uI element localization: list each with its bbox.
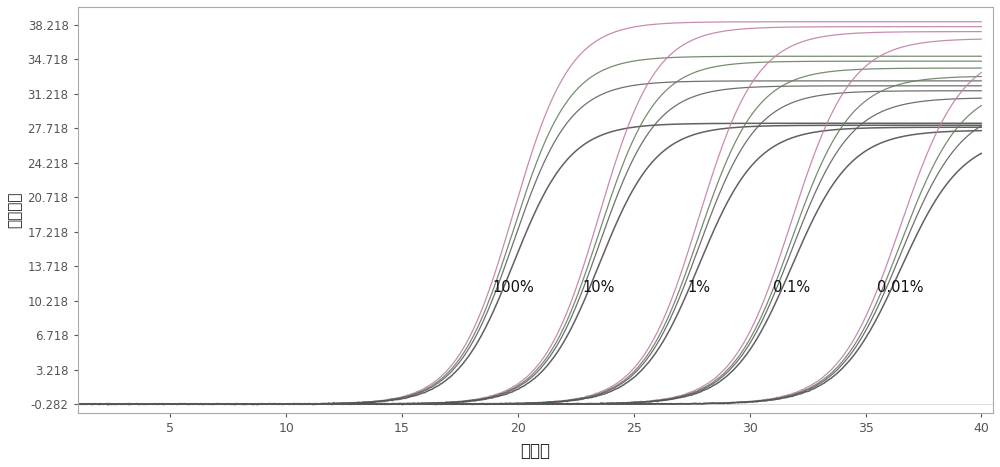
Text: 0.01%: 0.01% [877, 280, 924, 295]
Y-axis label: 荧光信号: 荧光信号 [7, 192, 22, 228]
X-axis label: 循环数: 循环数 [520, 442, 550, 460]
Text: 100%: 100% [492, 280, 534, 295]
Text: 1%: 1% [687, 280, 710, 295]
Text: 10%: 10% [583, 280, 615, 295]
Text: 0.1%: 0.1% [773, 280, 810, 295]
